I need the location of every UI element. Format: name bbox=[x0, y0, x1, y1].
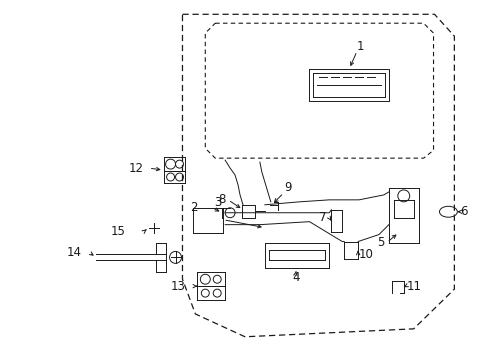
Text: 13: 13 bbox=[170, 280, 185, 293]
Text: 8: 8 bbox=[218, 193, 225, 206]
Text: 12: 12 bbox=[129, 162, 143, 175]
Text: 10: 10 bbox=[358, 248, 373, 261]
Text: 9: 9 bbox=[284, 181, 292, 194]
Text: 3: 3 bbox=[214, 196, 221, 209]
Text: 2: 2 bbox=[190, 201, 198, 214]
Text: 15: 15 bbox=[111, 225, 125, 238]
Text: 5: 5 bbox=[376, 236, 384, 249]
Text: 7: 7 bbox=[319, 211, 326, 224]
Text: 14: 14 bbox=[66, 246, 81, 259]
Text: 11: 11 bbox=[406, 280, 421, 293]
Text: 1: 1 bbox=[356, 40, 364, 53]
Text: 4: 4 bbox=[292, 271, 300, 284]
Text: 6: 6 bbox=[459, 205, 467, 218]
